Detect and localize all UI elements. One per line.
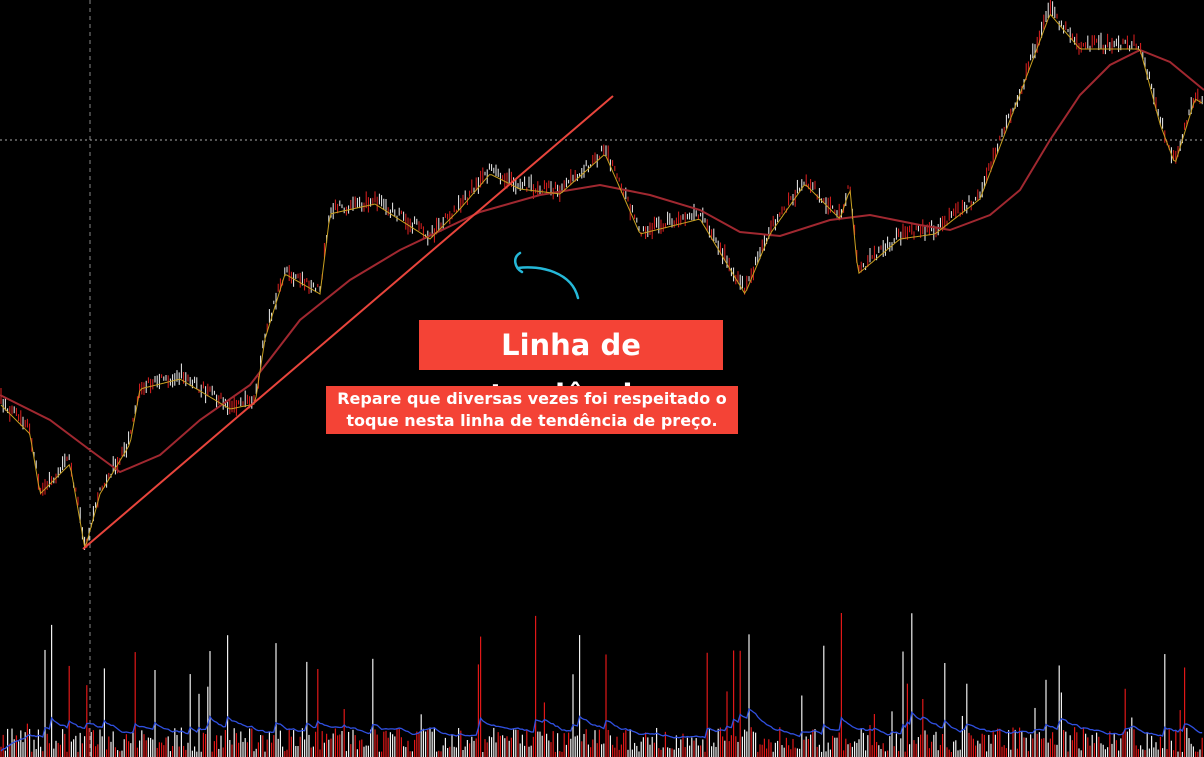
note-line: toque nesta linha de tendência de preço. [346, 411, 718, 430]
fast-average [0, 13, 1203, 549]
volume-average [0, 708, 1203, 752]
note-line: Repare que diversas vezes foi respeitado… [337, 389, 727, 408]
trend-line [82, 95, 614, 550]
arrow [514, 251, 580, 300]
volume [0, 613, 1203, 757]
note-label: Repare que diversas vezes foi respeitado… [326, 386, 738, 434]
moving-average [0, 48, 1204, 474]
candles [0, 0, 1203, 550]
title-label: Linha de tendência [419, 320, 723, 412]
